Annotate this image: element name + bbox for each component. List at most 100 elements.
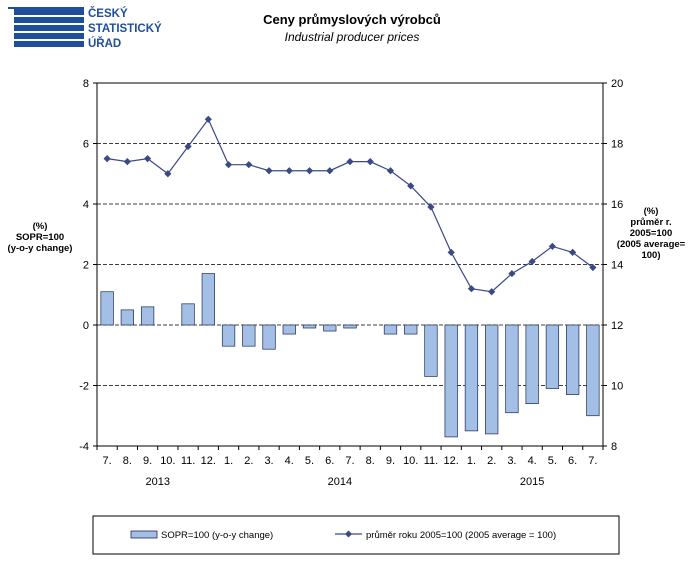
left-axis-label: (%)SOPR=100(y-o-y change) — [8, 221, 73, 254]
x-tick-label: 4. — [285, 455, 294, 467]
legend-bar-swatch — [130, 530, 158, 539]
legend: SOPR=100 (y-o-y change) průměr roku 2005… — [92, 515, 620, 555]
x-tick-label: 1. — [224, 455, 233, 467]
line-point-5 — [204, 115, 212, 123]
left-axis-label-line: (%) — [33, 221, 48, 232]
bar-0 — [100, 291, 114, 326]
bar-24 — [586, 324, 600, 417]
line-point-9 — [285, 167, 293, 175]
line-point-15 — [407, 182, 415, 190]
x-tick-label: 4. — [528, 455, 537, 467]
left-axis-ticks: -4 -2 0 2 4 6 8 — [79, 78, 97, 453]
line-point-13 — [366, 158, 374, 166]
x-tick-label: 7. — [588, 455, 597, 467]
bar-19 — [485, 324, 499, 435]
right-axis-label-line: průměr r. — [630, 217, 671, 228]
bar-2 — [140, 306, 155, 326]
left-tick-label: 0 — [83, 320, 89, 332]
legend-diamond-icon — [345, 530, 352, 538]
line-series — [103, 115, 597, 296]
bar-20 — [505, 324, 519, 414]
x-tick-label: 9. — [143, 455, 152, 467]
x-tick-label: 5. — [305, 455, 314, 467]
right-axis-label-line: 2005=100 — [630, 228, 673, 239]
left-tick-label: -4 — [79, 441, 89, 453]
logo-line-1: ČESKÝ — [88, 7, 128, 20]
bar-23 — [566, 324, 580, 395]
logo-stripes-icon — [8, 7, 84, 49]
left-axis-label-line: (y-o-y change) — [8, 243, 73, 254]
line-point-24 — [589, 263, 597, 272]
line-point-20 — [508, 269, 516, 278]
bar-4 — [181, 303, 195, 326]
logo-line-2: STATISTICKÝ — [88, 22, 162, 35]
x-tick-label: 3. — [507, 455, 516, 467]
bar-15 — [404, 324, 418, 335]
left-tick-label: -2 — [79, 381, 89, 393]
x-tick-label: 3. — [264, 455, 273, 467]
bar-14 — [383, 324, 398, 335]
x-tick-label: 12. — [201, 455, 216, 467]
right-axis-label-line: (2005 average= — [617, 239, 686, 250]
x-tick-label: 6. — [568, 455, 577, 467]
right-axis-ticks: 8 10 12 14 16 18 20 — [603, 78, 623, 453]
x-tick-label: 11. — [424, 455, 438, 467]
line-point-19 — [488, 288, 496, 296]
logo-line-3: ÚŘAD — [88, 37, 121, 50]
x-tick-label: 2. — [244, 455, 253, 467]
line-point-0 — [103, 155, 111, 163]
right-tick-label: 16 — [611, 199, 623, 211]
x-tick-label: 9. — [386, 455, 395, 467]
csu-logo: ČESKÝ STATISTICKÝ ÚŘAD — [8, 7, 162, 50]
index-line — [107, 118, 594, 293]
right-tick-label: 10 — [611, 381, 623, 393]
left-tick-label: 2 — [83, 260, 89, 272]
line-point-16 — [427, 203, 435, 211]
x-tick-label: 12. — [444, 455, 459, 467]
line-point-7 — [245, 161, 253, 169]
line-point-10 — [305, 167, 314, 175]
x-tick-label: 5. — [548, 455, 557, 467]
right-axis-label-line: 100) — [641, 250, 660, 261]
right-axis-label-line: (%) — [644, 206, 659, 217]
x-tick-label: 7. — [103, 455, 112, 467]
right-axis-label: (%)průměr r.2005=100(2005 average=100) — [617, 206, 686, 261]
bar-1 — [120, 309, 134, 326]
line-point-23 — [569, 248, 577, 256]
legend-box — [92, 515, 620, 555]
bar-9 — [282, 324, 296, 335]
line-point-17 — [447, 248, 455, 256]
right-tick-label: 18 — [611, 139, 623, 151]
x-tick-label: 6. — [325, 455, 334, 467]
year-labels: 2013 2014 2015 — [145, 476, 544, 488]
year-label: 2013 — [145, 476, 169, 488]
line-point-8 — [265, 167, 273, 175]
line-point-14 — [386, 167, 395, 175]
right-tick-label: 12 — [611, 320, 623, 332]
line-point-2 — [144, 155, 152, 163]
bar-17 — [444, 324, 458, 438]
bar-10 — [302, 324, 317, 329]
bar-series — [100, 273, 600, 438]
x-tick-label: 11. — [181, 455, 195, 467]
line-point-11 — [326, 167, 334, 175]
left-axis-label-line: SOPR=100 — [16, 232, 64, 243]
year-label: 2015 — [520, 476, 544, 488]
line-point-12 — [346, 158, 354, 166]
bar-6 — [221, 324, 236, 347]
left-tick-label: 4 — [83, 199, 89, 211]
bar-5 — [201, 273, 215, 326]
chart-title: Ceny průmyslových výrobců — [263, 12, 441, 27]
line-point-18 — [467, 285, 476, 293]
line-point-6 — [224, 161, 233, 169]
line-point-4 — [184, 142, 192, 151]
x-tick-label: 8. — [123, 455, 132, 467]
bar-11 — [323, 324, 337, 332]
chart-subtitle: Industrial producer prices — [285, 30, 420, 44]
bar-22 — [545, 324, 560, 389]
bar-16 — [424, 324, 438, 377]
x-tick-label: 1. — [467, 455, 476, 467]
legend-line-label: průměr roku 2005=100 (2005 average = 100… — [366, 530, 556, 541]
line-point-1 — [123, 158, 131, 166]
line-point-22 — [548, 242, 556, 250]
